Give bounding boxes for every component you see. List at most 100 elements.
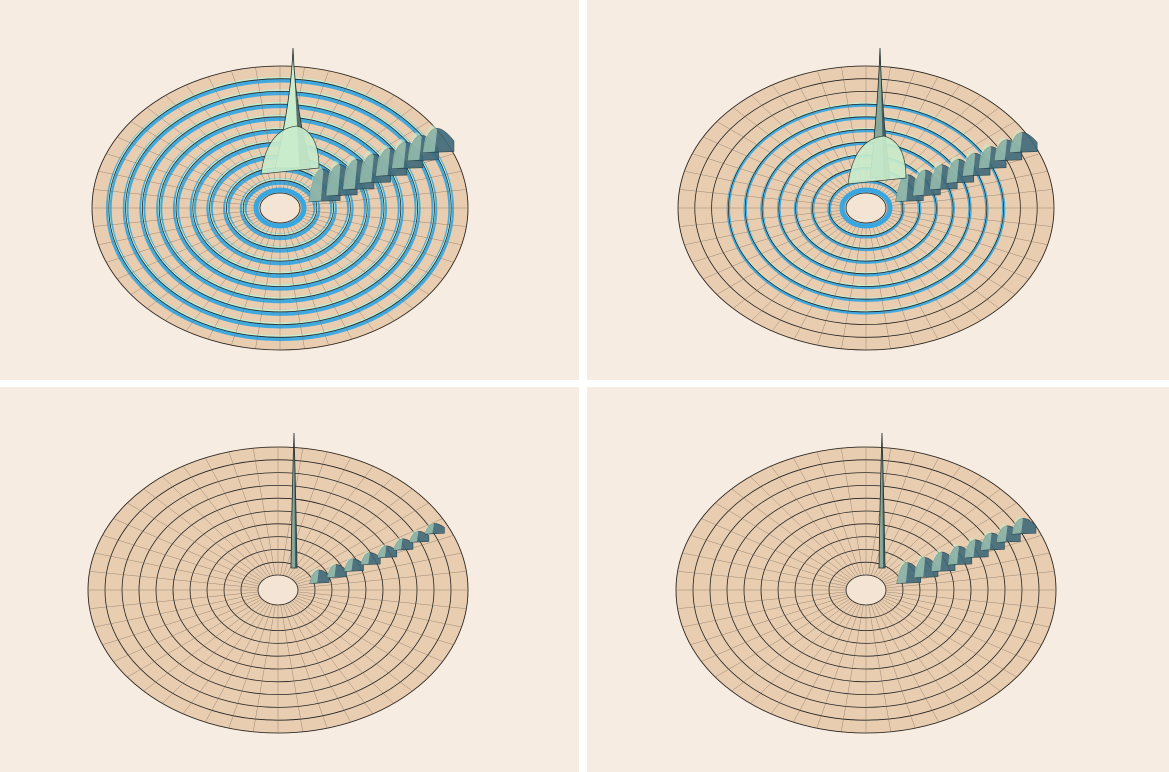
grid-spoke [287, 221, 353, 340]
wave-fin-highlight [962, 150, 976, 177]
grid-spoke [295, 597, 443, 662]
grid-spoke [146, 107, 267, 198]
grid-spoke [89, 571, 259, 589]
grid-spoke [293, 218, 414, 309]
grid-spoke [793, 457, 859, 577]
grid-spoke [102, 595, 260, 645]
grid-spoke [878, 601, 982, 704]
grid-spoke [771, 84, 857, 196]
wave-fin-highlight [325, 160, 341, 196]
grid-spoke [293, 502, 429, 582]
wave-fin-highlight [377, 544, 387, 558]
wave-fin-highlight [1009, 130, 1023, 153]
grid-spoke [703, 136, 849, 201]
central-spike-shadow [294, 433, 297, 568]
grid-spoke [113, 597, 261, 662]
grid-spoke [750, 476, 854, 579]
grid-spoke [162, 601, 266, 704]
grid-spoke [885, 591, 1055, 609]
grid-spoke [692, 153, 848, 203]
wave-fin-highlight [425, 522, 434, 535]
center-hole [259, 192, 301, 224]
panel-top-right [587, 0, 1169, 380]
grid-spoke [297, 571, 467, 589]
grid-spoke [228, 451, 274, 576]
grid-spoke [885, 209, 1053, 227]
grid-spoke [291, 95, 395, 197]
grid-spoke [299, 189, 467, 207]
wave-fin-highlight [375, 144, 391, 177]
grid-spoke [182, 466, 269, 578]
grid-spoke [287, 466, 374, 578]
grid-spoke [185, 220, 271, 332]
grid-spoke [679, 189, 847, 207]
center-groove [839, 187, 893, 229]
grid-spoke [690, 535, 848, 585]
grid-spoke [873, 603, 939, 723]
wave-fin-highlight [929, 161, 943, 190]
grid-spoke [298, 213, 454, 263]
grid-spoke [881, 598, 1017, 678]
grid-spoke [793, 603, 859, 723]
grid-spoke [296, 595, 454, 645]
grid-spoke [840, 448, 864, 576]
grid-spoke [143, 600, 265, 692]
center-hole [257, 574, 299, 606]
grid-spoke [182, 602, 269, 714]
grid-spoke [284, 222, 329, 346]
center-hole [845, 192, 887, 224]
grid-spoke [228, 604, 274, 729]
wave-fin-highlight [344, 557, 354, 572]
grid-spoke [165, 95, 269, 197]
grid-spoke [291, 219, 395, 321]
grid-spoke [677, 591, 847, 609]
wave-fin-highlight [914, 555, 926, 578]
grid-spoke [682, 593, 847, 628]
grid-spoke [877, 219, 981, 321]
grid-spoke [252, 604, 276, 732]
grid-spoke [793, 221, 859, 340]
wave-fin-highlight [1011, 516, 1024, 535]
grid-spoke [280, 604, 304, 732]
grid-spoke [299, 209, 467, 227]
grid-spoke [884, 595, 1042, 645]
grid-spoke [289, 84, 375, 196]
grid-spoke [102, 535, 260, 585]
grid-spoke [731, 488, 853, 580]
wave-fin-highlight [308, 164, 324, 202]
grid-spoke [816, 451, 862, 576]
grid-spoke [289, 220, 375, 332]
surface-plot-bottom-right [675, 432, 1057, 734]
grid-spoke [287, 76, 353, 195]
grid-spoke [127, 502, 263, 582]
wave-fin-highlight [896, 560, 908, 584]
wave-fin-highlight [393, 537, 403, 551]
grid-spoke [146, 218, 267, 309]
grid-spoke [113, 518, 261, 583]
wave-fin-highlight [360, 551, 370, 565]
grid-spoke [679, 209, 847, 227]
wave-fin-highlight [309, 568, 319, 584]
grid-spoke [885, 211, 1048, 245]
grid-spoke [701, 597, 849, 662]
grid-spoke [816, 604, 862, 729]
grid-spoke [291, 600, 413, 692]
surface-plot-bottom-left [87, 432, 469, 734]
center-groove [253, 187, 307, 229]
grid-spoke [282, 604, 328, 729]
grid-spoke [732, 218, 853, 309]
grid-spoke [287, 602, 374, 714]
wave-fin-highlight [359, 150, 374, 184]
panel-top-left [0, 0, 579, 380]
grid-spoke [297, 593, 462, 628]
grid-spoke [162, 476, 266, 579]
grid-spoke [297, 215, 443, 280]
grid-spoke [884, 213, 1040, 263]
grid-spoke [870, 604, 916, 729]
wave-fin-highlight [407, 132, 422, 161]
grid-spoke [885, 571, 1055, 589]
grid-spoke [106, 153, 262, 203]
grid-spoke [94, 593, 259, 628]
grid-spoke [875, 602, 962, 714]
grid-spoke [716, 121, 851, 200]
